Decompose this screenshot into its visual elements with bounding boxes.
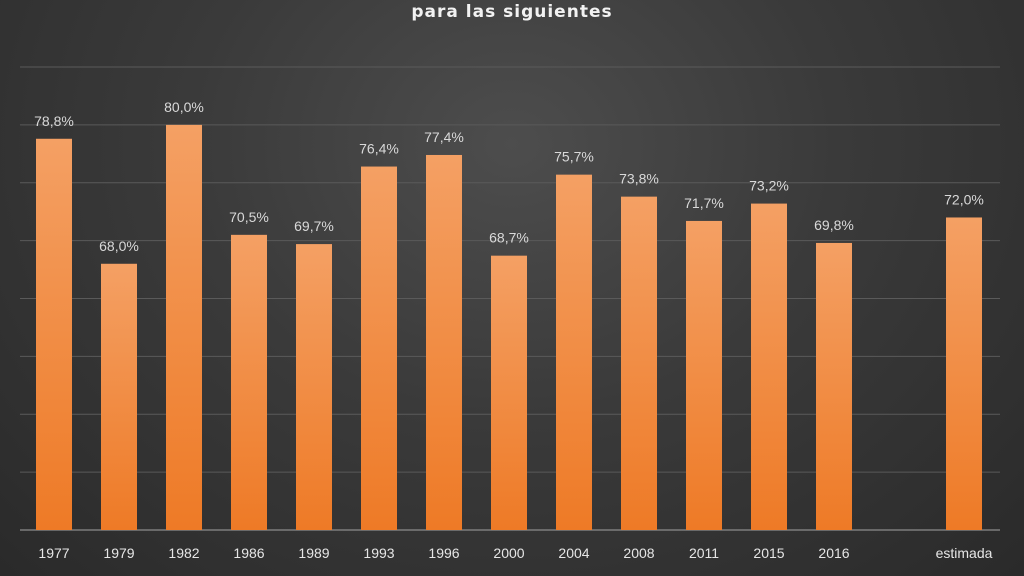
bars <box>36 124 982 531</box>
bar-2004 <box>556 174 592 530</box>
data-label-2008: 73,8% <box>619 171 659 187</box>
x-tick-label-1996: 1996 <box>428 545 459 561</box>
x-tick-label-2015: 2015 <box>753 545 784 561</box>
x-tick-label-2011: 2011 <box>689 545 719 561</box>
x-tick-label-1986: 1986 <box>233 545 264 561</box>
x-tick-label-1993: 1993 <box>363 545 394 561</box>
x-tick-label-2008: 2008 <box>623 545 654 561</box>
x-tick-label-1982: 1982 <box>168 545 199 561</box>
bar-2016 <box>816 242 852 530</box>
data-label-2011: 71,7% <box>684 195 724 211</box>
data-label-1993: 76,4% <box>359 141 399 157</box>
bar-1977 <box>36 138 72 530</box>
x-tick-label-2000: 2000 <box>493 545 524 561</box>
data-label-2000: 68,7% <box>489 230 529 246</box>
data-label-1996: 77,4% <box>424 129 464 145</box>
bar-1979 <box>101 263 137 530</box>
data-label-2016: 69,8% <box>814 217 854 233</box>
data-label-1979: 68,0% <box>99 238 139 254</box>
data-label-1986: 70,5% <box>229 209 269 225</box>
bar-2000 <box>491 255 527 531</box>
chart-title: para las siguientes <box>411 2 613 22</box>
bar-2011 <box>686 220 722 530</box>
data-label-1982: 80,0% <box>164 99 204 115</box>
data-label-2004: 75,7% <box>554 149 594 165</box>
x-tick-label-1979: 1979 <box>103 545 134 561</box>
data-label-estimada: 72,0% <box>944 191 984 207</box>
bar-1989 <box>296 244 332 530</box>
bar-2008 <box>621 196 657 530</box>
x-tick-label-2016: 2016 <box>818 545 849 561</box>
data-label-1989: 69,7% <box>294 218 334 234</box>
data-labels: 78,8% 68,0% 80,0% 70,5% 69,7% 76,4% 77,4% 68,7%… <box>34 99 984 254</box>
bar-estimada <box>946 217 982 530</box>
x-tick-label-1977: 1977 <box>38 545 69 561</box>
bar-1996 <box>426 154 462 530</box>
x-tick-label-2004: 2004 <box>558 545 589 561</box>
bar-2015 <box>751 203 787 530</box>
bar-1986 <box>231 234 267 530</box>
bar-1982 <box>166 124 202 530</box>
x-axis-ticks: 1977 1979 1982 1986 1989 1993 1996 2000 2004 2008… <box>38 545 992 561</box>
data-label-1977: 78,8% <box>34 113 74 129</box>
data-label-2015: 73,2% <box>749 178 789 194</box>
x-tick-label-estimada: estimada <box>936 545 993 561</box>
bar-1993 <box>361 166 397 531</box>
x-tick-label-1989: 1989 <box>298 545 329 561</box>
